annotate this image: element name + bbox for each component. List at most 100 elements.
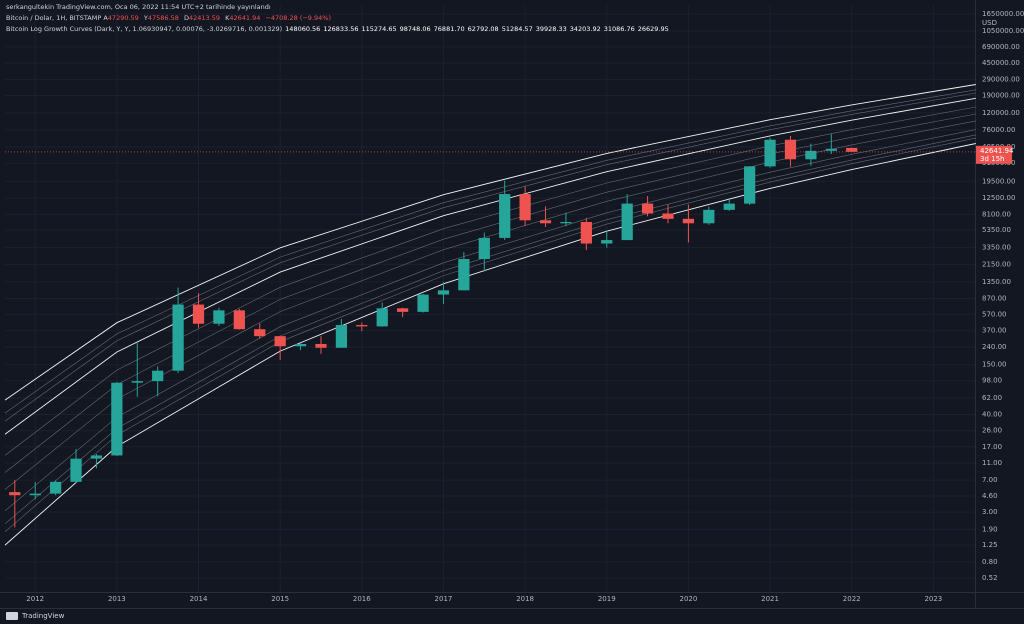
curve-value: 51284.57 [501, 25, 533, 33]
y-tick-label: 1.90 [982, 525, 998, 533]
ohlc-key: D [183, 14, 189, 22]
candle-body [437, 290, 450, 295]
growth-curve [4, 137, 976, 533]
curve-value: 126833.56 [323, 25, 359, 33]
candle-body [560, 221, 572, 224]
x-tick-label: 2023 [924, 595, 942, 603]
candle-body [601, 240, 613, 244]
y-tick-label: 7.00 [982, 476, 998, 484]
candle-body [213, 310, 225, 324]
ohlc-value: 42413.59 [188, 14, 220, 22]
growth-curve [4, 84, 976, 401]
curve-value: 62792.08 [467, 25, 499, 33]
x-tick-label: 2012 [26, 595, 44, 603]
x-tick-label: 2017 [435, 595, 453, 603]
candle-body [499, 194, 511, 238]
y-tick-label: 26.00 [982, 427, 1002, 435]
curve-value: 39928.33 [535, 25, 567, 33]
y-tick-label: 4.60 [982, 492, 998, 500]
y-tick-label: 290000.00 [982, 76, 1020, 84]
y-tick-label: 2150.00 [982, 260, 1011, 268]
price-label: 42641.94 [980, 147, 1014, 155]
candle-body [805, 150, 817, 160]
plot [4, 84, 976, 546]
candle-body [152, 370, 164, 382]
candle-body [519, 194, 531, 221]
y-tick-label: 17.00 [982, 443, 1002, 451]
price-countdown: 3d 15h [980, 155, 1004, 163]
y-tick-label: 450000.00 [982, 59, 1020, 67]
y-tick-label: 40.00 [982, 411, 1002, 419]
x-tick-label: 2013 [108, 595, 126, 603]
candle-body [315, 343, 327, 348]
ohlc-key: K [225, 14, 230, 22]
curve-value: 115274.65 [361, 25, 397, 33]
candle-body [254, 329, 266, 337]
y-tick-label: 120000.00 [982, 109, 1020, 117]
brand-logo [6, 612, 18, 620]
y-tick-label: 76000.00 [982, 126, 1015, 134]
curve-value: 98748.06 [399, 25, 431, 33]
price-label-box [976, 145, 1012, 164]
candle-body [539, 220, 552, 224]
change: −4708.28 (−9.94%) [265, 14, 331, 22]
ohlc-value: 47586.58 [147, 14, 179, 22]
candle-body [376, 308, 388, 327]
candle-body [397, 308, 409, 312]
curve-value: 31086.76 [603, 25, 635, 33]
symbol: Bitcoin / Dolar, 1H, BITSTAMP [6, 14, 102, 22]
candle-body [294, 343, 307, 347]
y-tick-label: 150.00 [982, 361, 1007, 369]
y-tick-label: 62.00 [982, 394, 1002, 402]
indicator: Bitcoin Log Growth Curves (Dark, Y, Y, 1… [6, 25, 283, 33]
symbol-line: Bitcoin / Dolar, 1H, BITSTAMP A47290.59 … [6, 14, 334, 23]
candle-body [172, 304, 184, 371]
published: serkangultekin TradingView.com, Oca 06, … [6, 3, 271, 11]
y-tick-label: 3350.00 [982, 244, 1011, 252]
candle-body [784, 139, 797, 160]
y-tick-label: 1050000.00 [982, 27, 1024, 35]
y-tick-label: 12500.00 [982, 194, 1015, 202]
candle-body [29, 493, 41, 496]
growth-curve [4, 143, 976, 546]
y-tick-label: 1350.00 [982, 278, 1011, 286]
y-tick-label: 370.00 [982, 327, 1007, 335]
x-tick-label: 2014 [190, 595, 208, 603]
x-tick-label: 2022 [843, 595, 861, 603]
candle-body [131, 381, 143, 383]
x-tick-label: 2018 [516, 595, 534, 603]
y-tick-label: 690000.00 [982, 43, 1020, 51]
growth-curve [4, 129, 976, 512]
y-tick-label: 0.80 [982, 558, 998, 566]
grid [5, 5, 975, 592]
ohlc-key: A [103, 14, 108, 22]
growth-curve [4, 89, 976, 414]
candle-body [233, 310, 245, 330]
candle-body [50, 481, 62, 494]
candle-body [9, 492, 21, 496]
y-tick-label: 570.00 [982, 310, 1007, 318]
candle-body [621, 203, 633, 241]
y-tick-label: 3.00 [982, 508, 998, 516]
candle-body [723, 203, 735, 210]
y-tick-label: 1650000.00 [982, 10, 1024, 18]
candle-body [70, 458, 82, 482]
ohlc-key: Y [143, 14, 148, 22]
y-tick-label: 98.00 [982, 377, 1002, 385]
curve-value: 34203.92 [569, 25, 601, 33]
brand: TradingView [21, 612, 65, 620]
x-tick-label: 2020 [679, 595, 697, 603]
growth-curve [4, 120, 976, 490]
candle-body [111, 382, 123, 456]
y-tick-label: 1.25 [982, 541, 998, 549]
indicator-line: Bitcoin Log Growth Curves (Dark, Y, Y, 1… [6, 25, 669, 34]
x-tick-label: 2021 [761, 595, 779, 603]
curve-value: 148060.56 [285, 25, 321, 33]
candle-body [458, 259, 470, 291]
y-tick-label: 8100.00 [982, 210, 1011, 218]
y-tick-label: 19500.00 [982, 177, 1015, 185]
candle-body [744, 166, 756, 204]
x-tick-label: 2016 [353, 595, 371, 603]
